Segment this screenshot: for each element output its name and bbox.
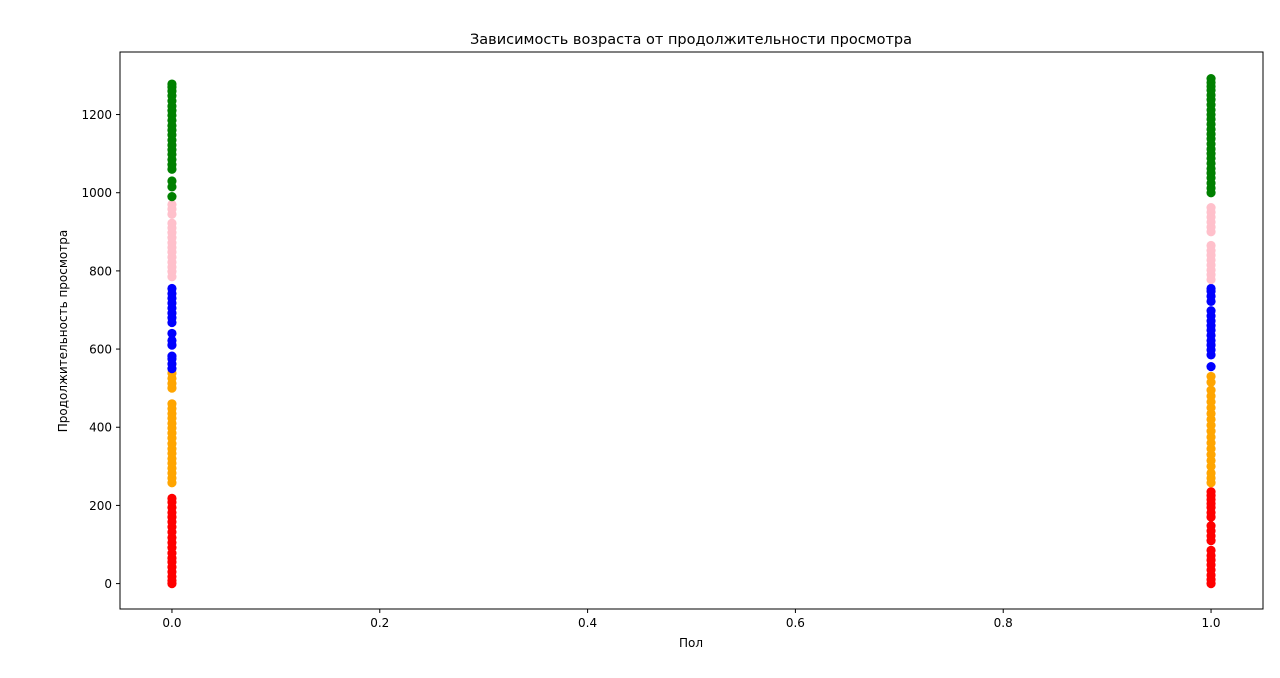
y-tick-label: 1000: [81, 186, 112, 200]
x-tick-label: 1.0: [1201, 616, 1220, 630]
data-point: [167, 328, 177, 339]
data-point: [167, 192, 177, 202]
data-point: [1206, 371, 1216, 382]
data-point: [1206, 521, 1216, 531]
y-axis-label: Продолжительность просмотра: [56, 230, 70, 432]
y-axis-ticks: 0 200 400 600 800 1000 1200: [81, 108, 120, 591]
data-point: [167, 399, 177, 409]
x-tick-label: 0.0: [162, 616, 181, 630]
x-tick-label: 0.2: [370, 616, 389, 630]
data-point: [1206, 545, 1216, 555]
data-point: [1206, 487, 1216, 497]
data-point: [1206, 362, 1216, 372]
data-point: [1206, 468, 1216, 478]
data-point: [167, 283, 177, 294]
x-tick-label: 0.6: [786, 616, 805, 630]
y-tick-label: 600: [89, 343, 112, 357]
y-tick-label: 800: [89, 264, 112, 278]
data-point: [167, 493, 177, 503]
data-point: [167, 199, 177, 210]
data-point: [167, 335, 177, 346]
data-point: [167, 79, 177, 89]
data-point: [1206, 385, 1216, 395]
chart-title: Зависимость возраста от продолжительност…: [470, 32, 912, 48]
scatter-points: [167, 73, 1216, 589]
y-tick-label: 1200: [81, 108, 112, 122]
x-axis-label: Пол: [679, 636, 703, 650]
data-point: [1206, 73, 1216, 84]
y-tick-label: 200: [89, 499, 112, 513]
y-tick-label: 0: [104, 577, 112, 591]
x-axis-ticks: 0.0 0.2 0.4 0.6 0.8 1.0: [162, 609, 1221, 630]
data-point: [167, 218, 177, 228]
plot-area-frame: [119, 51, 1264, 610]
data-point: [1206, 283, 1216, 294]
x-tick-label: 0.4: [578, 616, 597, 630]
data-point: [1206, 306, 1216, 316]
data-point: [1206, 240, 1216, 251]
y-tick-label: 400: [89, 421, 112, 435]
data-point: [1206, 202, 1216, 213]
data-point: [167, 176, 177, 186]
x-tick-label: 0.8: [994, 616, 1013, 630]
data-point: [167, 351, 177, 361]
